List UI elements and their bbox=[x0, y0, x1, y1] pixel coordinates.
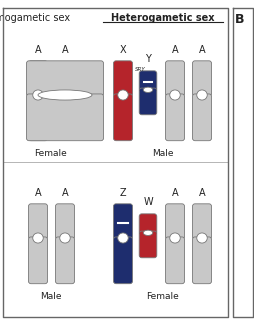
FancyBboxPatch shape bbox=[26, 94, 103, 141]
FancyBboxPatch shape bbox=[165, 204, 184, 239]
Ellipse shape bbox=[33, 90, 43, 100]
Text: A: A bbox=[198, 188, 204, 198]
FancyBboxPatch shape bbox=[192, 237, 211, 284]
Text: X: X bbox=[119, 45, 126, 55]
FancyBboxPatch shape bbox=[192, 204, 211, 239]
FancyBboxPatch shape bbox=[26, 61, 103, 96]
FancyBboxPatch shape bbox=[113, 204, 132, 239]
Ellipse shape bbox=[169, 90, 180, 100]
Ellipse shape bbox=[143, 87, 152, 92]
Ellipse shape bbox=[59, 233, 70, 243]
FancyBboxPatch shape bbox=[55, 204, 74, 239]
Text: A: A bbox=[198, 45, 204, 55]
Text: Female: Female bbox=[35, 149, 67, 158]
FancyBboxPatch shape bbox=[192, 61, 211, 96]
Text: A: A bbox=[61, 188, 68, 198]
FancyBboxPatch shape bbox=[192, 94, 211, 141]
Text: A: A bbox=[35, 188, 41, 198]
FancyBboxPatch shape bbox=[55, 237, 74, 284]
FancyBboxPatch shape bbox=[113, 237, 132, 284]
Text: Female: Female bbox=[146, 292, 179, 301]
Ellipse shape bbox=[33, 233, 43, 243]
Ellipse shape bbox=[117, 90, 128, 100]
Ellipse shape bbox=[117, 233, 128, 243]
FancyBboxPatch shape bbox=[28, 204, 47, 239]
Text: A: A bbox=[171, 45, 178, 55]
Ellipse shape bbox=[196, 90, 207, 100]
Text: Male: Male bbox=[152, 149, 173, 158]
Text: Heterogametic sex: Heterogametic sex bbox=[111, 13, 214, 23]
Text: W: W bbox=[143, 197, 152, 207]
Ellipse shape bbox=[143, 230, 152, 236]
Text: Male: Male bbox=[40, 292, 61, 301]
Ellipse shape bbox=[169, 233, 180, 243]
FancyBboxPatch shape bbox=[139, 71, 156, 92]
Text: Homogametic sex: Homogametic sex bbox=[0, 13, 70, 23]
FancyBboxPatch shape bbox=[165, 61, 184, 96]
FancyBboxPatch shape bbox=[165, 94, 184, 141]
FancyBboxPatch shape bbox=[113, 94, 132, 141]
FancyBboxPatch shape bbox=[28, 94, 47, 141]
FancyBboxPatch shape bbox=[139, 214, 156, 235]
Text: A: A bbox=[35, 45, 41, 55]
FancyBboxPatch shape bbox=[28, 237, 47, 284]
Text: B: B bbox=[234, 13, 244, 26]
Text: A: A bbox=[171, 188, 178, 198]
Text: A: A bbox=[61, 45, 68, 55]
FancyBboxPatch shape bbox=[165, 237, 184, 284]
FancyBboxPatch shape bbox=[113, 61, 132, 96]
Ellipse shape bbox=[196, 233, 207, 243]
Text: SRY: SRY bbox=[135, 67, 146, 72]
Text: Y: Y bbox=[145, 54, 150, 64]
FancyBboxPatch shape bbox=[139, 231, 156, 258]
Ellipse shape bbox=[38, 90, 92, 100]
FancyBboxPatch shape bbox=[28, 61, 47, 96]
Text: Z: Z bbox=[119, 188, 126, 198]
FancyBboxPatch shape bbox=[139, 88, 156, 115]
